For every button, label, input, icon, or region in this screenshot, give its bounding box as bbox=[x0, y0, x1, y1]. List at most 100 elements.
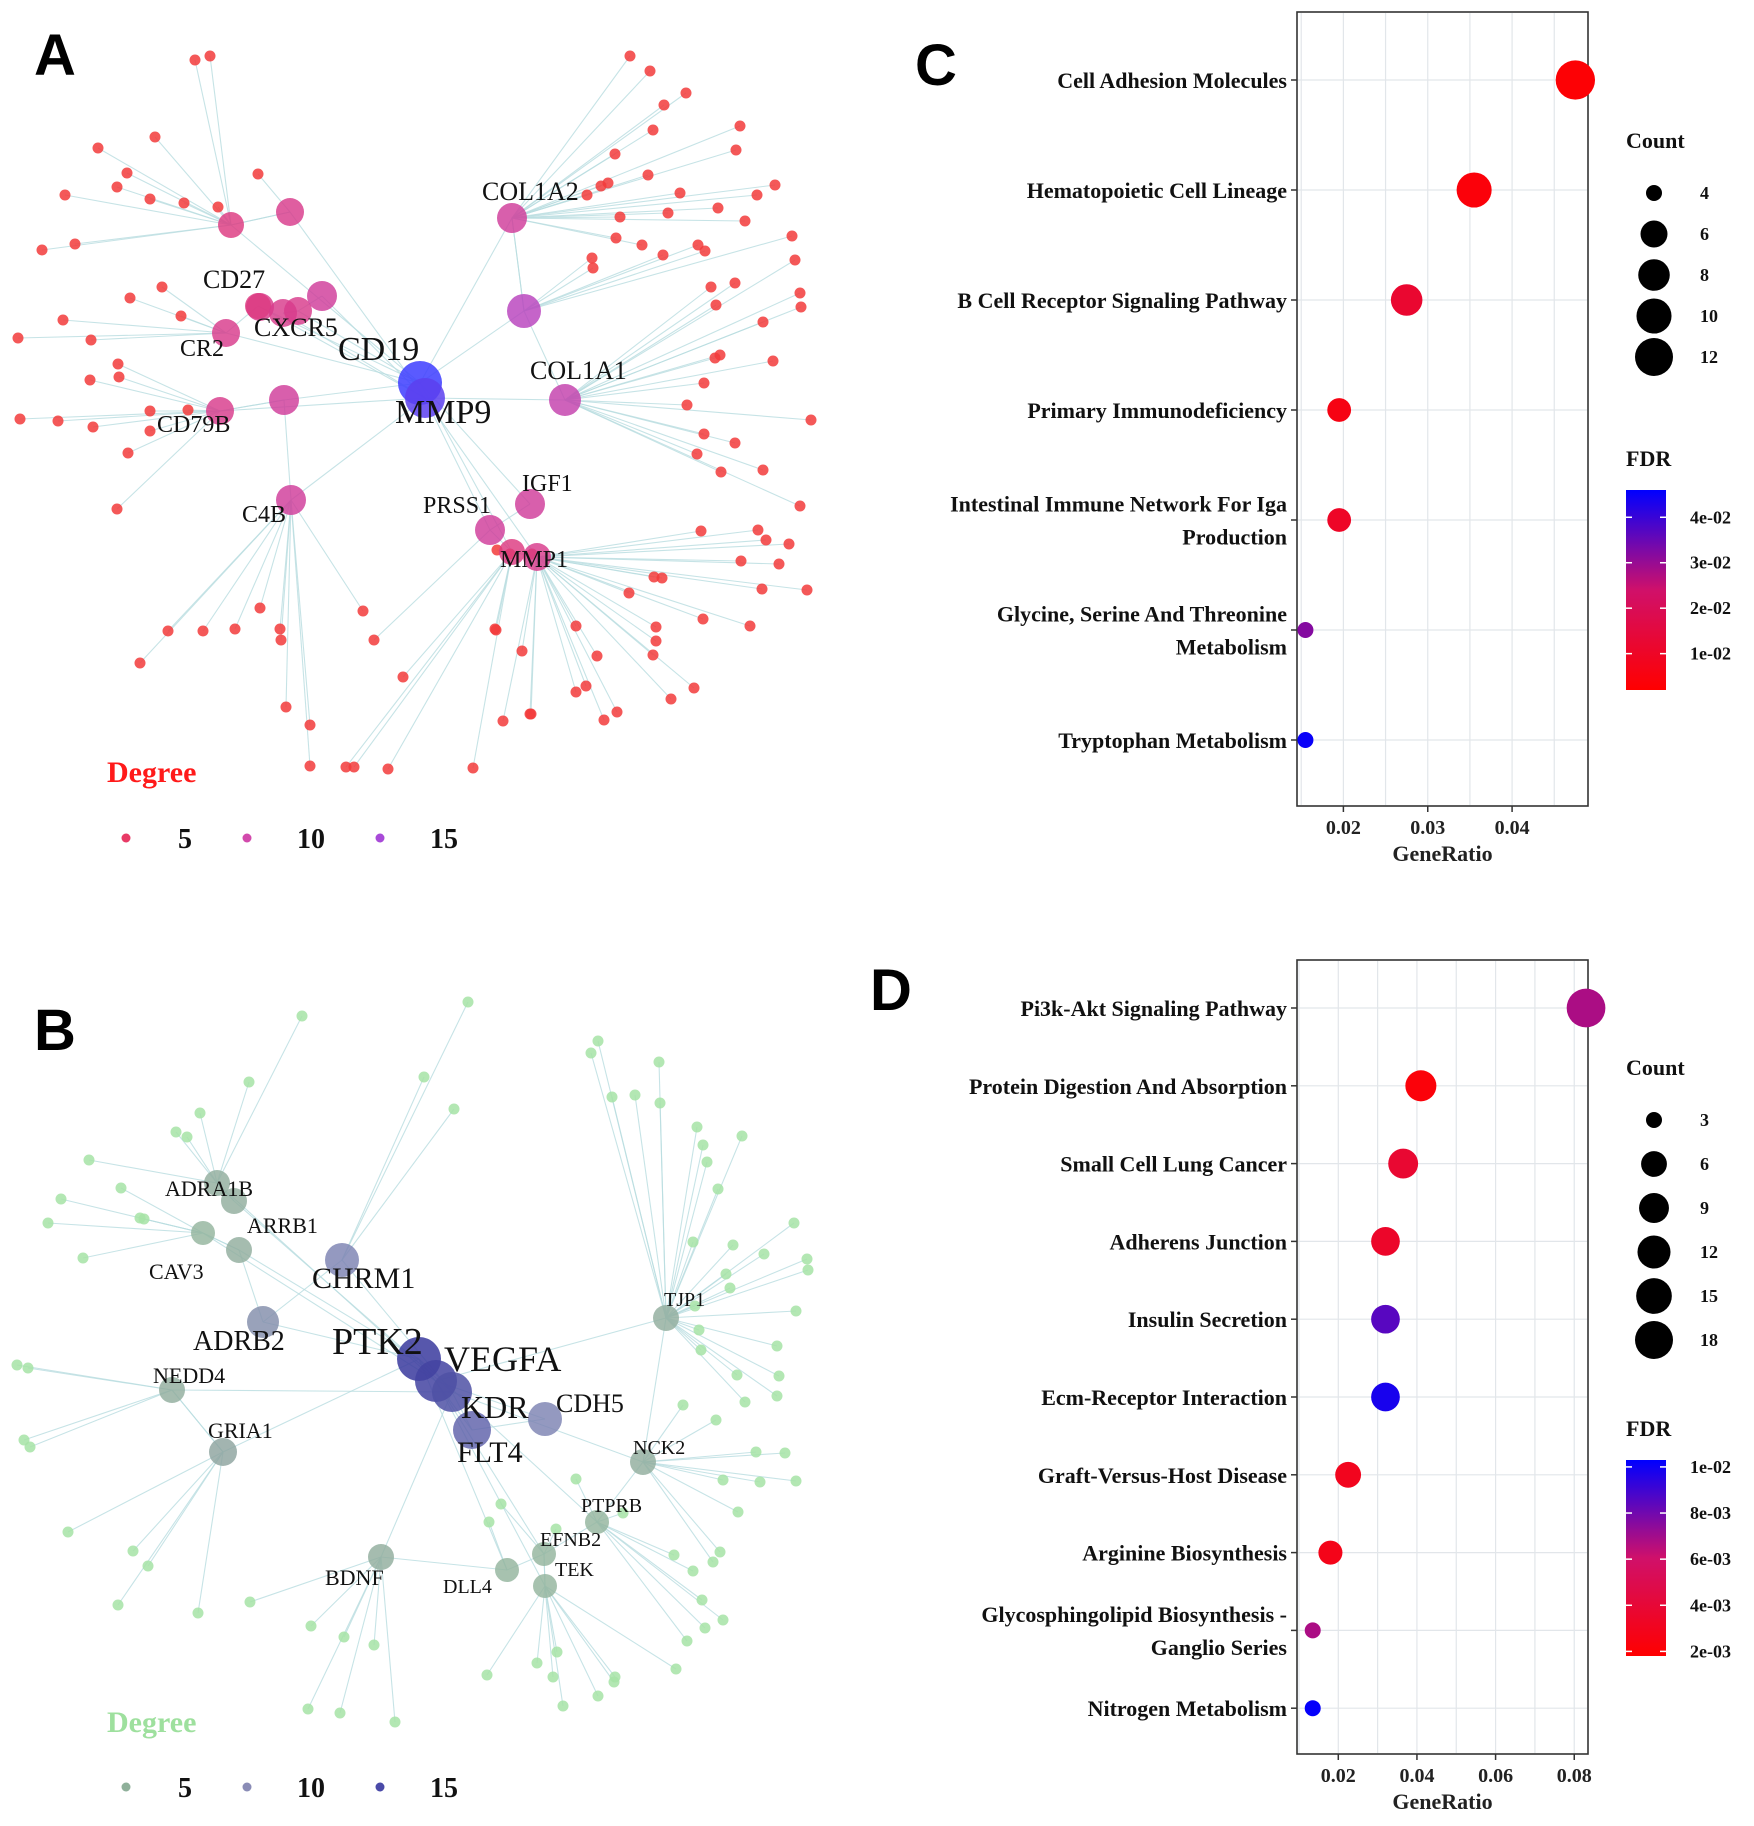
plot-c-fdr-tick-label: 3e-02 bbox=[1690, 553, 1731, 573]
plot-d-xtick-label: 0.08 bbox=[1557, 1765, 1592, 1787]
netB-node-leaf bbox=[790, 1305, 802, 1317]
netA-edge bbox=[564, 292, 801, 401]
netB-node-connector bbox=[159, 1377, 185, 1403]
netA-node-leaf bbox=[598, 714, 610, 726]
netA-edge bbox=[511, 217, 746, 222]
netA-edge bbox=[511, 153, 616, 219]
netB-node-leaf bbox=[732, 1506, 744, 1518]
netB-edge bbox=[665, 1258, 808, 1319]
netB-edge bbox=[642, 1461, 797, 1482]
plot-c-fdr-colorbar bbox=[1626, 490, 1666, 690]
netA-node-leaf bbox=[182, 404, 194, 416]
netA-gene-label: CXCR5 bbox=[254, 313, 338, 342]
netA-node-leaf bbox=[636, 239, 648, 251]
plot-c-dot bbox=[1555, 60, 1596, 100]
netA-gene-label: MMP9 bbox=[395, 394, 491, 431]
plot-c-count-key-label: 4 bbox=[1700, 183, 1709, 203]
plot-d-dot bbox=[1405, 1070, 1437, 1102]
plot-d-term-label: Nitrogen Metabolism bbox=[1088, 1696, 1287, 1721]
netA-edge bbox=[225, 332, 421, 384]
netB-node-leaf bbox=[77, 1252, 89, 1264]
netB-node-leaf bbox=[758, 1248, 770, 1260]
netB-node-connector bbox=[495, 1558, 519, 1582]
netB-gene-label: ADRA1B bbox=[165, 1176, 253, 1201]
network-b-degree-title: Degree bbox=[107, 1706, 196, 1739]
netA-node-connector bbox=[307, 281, 337, 311]
plot-c-count-key-label: 6 bbox=[1700, 224, 1709, 244]
netB-edge bbox=[596, 1521, 703, 1601]
netA-gene-label: COL1A1 bbox=[530, 356, 627, 385]
netA-node-leaf bbox=[752, 524, 764, 536]
netB-node-leaf bbox=[42, 1217, 54, 1229]
netA-edge bbox=[536, 556, 605, 721]
netB-node-leaf bbox=[788, 1217, 800, 1229]
netB-node-leaf bbox=[495, 1498, 507, 1510]
netB-node-leaf bbox=[570, 1473, 582, 1485]
netA-edge bbox=[564, 357, 716, 401]
netB-node-leaf bbox=[750, 1446, 762, 1458]
netA-edge bbox=[564, 399, 688, 406]
netA-node-leaf bbox=[730, 144, 742, 156]
netB-edge bbox=[665, 1310, 797, 1319]
netB-edge bbox=[665, 1241, 694, 1319]
network-a: CD19 MMP9 COL1A2 CD27 CXCR5 CR2 CD79B COL1A1 IGF… bbox=[12, 50, 817, 775]
netA-node-leaf bbox=[715, 466, 727, 478]
netB-edge bbox=[380, 1391, 453, 1558]
netA-edge bbox=[373, 529, 491, 641]
netB-node-leaf bbox=[687, 1236, 699, 1248]
netA-node-leaf bbox=[756, 583, 768, 595]
plot-d-xtick-label: 0.04 bbox=[1399, 1765, 1434, 1787]
netB-edge bbox=[171, 1389, 453, 1393]
netB-edge bbox=[665, 1317, 778, 1347]
netA-edge bbox=[472, 551, 513, 769]
netA-node-leaf bbox=[657, 249, 669, 261]
plot-d-count-key bbox=[1637, 1235, 1671, 1269]
plot-c-term-label: Hematopoietic Cell Lineage bbox=[1027, 178, 1288, 203]
netB-node-leaf bbox=[714, 1546, 726, 1558]
netB-edge bbox=[596, 1521, 675, 1556]
plot-c-xaxis-title: GeneRatio bbox=[1392, 841, 1492, 866]
netB-edge bbox=[341, 1108, 455, 1261]
netB-edge bbox=[249, 1556, 382, 1603]
netA-node-leaf bbox=[773, 558, 785, 570]
netA-node-leaf bbox=[647, 124, 659, 136]
panel-letter-c: C bbox=[915, 33, 957, 98]
netA-node-leaf bbox=[739, 215, 751, 227]
netA-node-leaf bbox=[624, 50, 636, 62]
plot-d-term-label: Protein Digestion And Absorption bbox=[969, 1074, 1287, 1099]
netA-node-leaf bbox=[658, 99, 670, 111]
netA-node-leaf bbox=[611, 706, 623, 718]
netA-edge bbox=[564, 259, 796, 401]
netB-node-leaf bbox=[695, 1344, 707, 1356]
netA-edge bbox=[523, 244, 699, 312]
netA-node-leaf bbox=[111, 181, 123, 193]
netA-gene-label: C4B bbox=[242, 502, 286, 528]
network-b-degree-key-10 bbox=[242, 1782, 252, 1792]
netB-node-connector bbox=[453, 1411, 491, 1449]
plot-d-count-key-label: 12 bbox=[1700, 1242, 1718, 1262]
netB-node-connector bbox=[247, 1306, 279, 1338]
netB-edge bbox=[88, 1159, 218, 1184]
netB-edge bbox=[665, 1244, 734, 1319]
netB-gene-label: FLT4 bbox=[457, 1436, 523, 1469]
netA-node-leaf bbox=[357, 605, 369, 617]
netB-node-connector bbox=[653, 1305, 679, 1331]
plot-d-count-key bbox=[1641, 1151, 1667, 1177]
netA-edge bbox=[536, 556, 587, 687]
netA-edge bbox=[90, 332, 227, 341]
netA-edge bbox=[529, 556, 538, 715]
netA-edge bbox=[92, 410, 221, 428]
plot-c-count-key bbox=[1638, 259, 1670, 291]
netB-node-leaf bbox=[305, 1620, 317, 1632]
plot-c-term-label: Production bbox=[1182, 525, 1287, 550]
netA-edge bbox=[536, 543, 790, 558]
netA-edge bbox=[116, 410, 221, 510]
netA-node-leaf bbox=[197, 625, 209, 637]
netB-node-leaf bbox=[483, 1516, 495, 1528]
plot-c-dot bbox=[1297, 732, 1314, 748]
plot-d-term-label: Small Cell Lung Cancer bbox=[1060, 1152, 1287, 1177]
netA-node-leaf bbox=[705, 281, 717, 293]
netB-node-leaf bbox=[670, 1663, 682, 1675]
netB-node-leaf bbox=[754, 1476, 766, 1488]
